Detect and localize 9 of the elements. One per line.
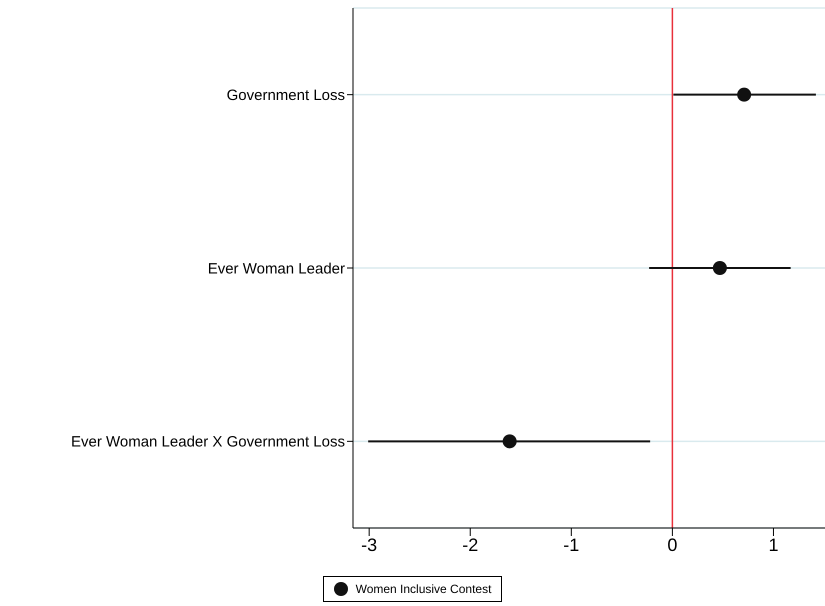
x-tick-label: -1 xyxy=(563,534,580,555)
legend-label: Women Inclusive Contest xyxy=(356,582,492,596)
y-tick-label: Ever Woman Leader X Government Loss xyxy=(70,434,345,451)
x-tick-label: -3 xyxy=(361,534,378,555)
x-tick-label: 1 xyxy=(768,534,778,555)
x-tick-label: 0 xyxy=(667,534,678,555)
x-tick-label: -2 xyxy=(462,534,478,555)
y-tick-label: Ever Woman Leader xyxy=(208,260,345,278)
y-tick-label: Government Loss xyxy=(226,86,345,104)
